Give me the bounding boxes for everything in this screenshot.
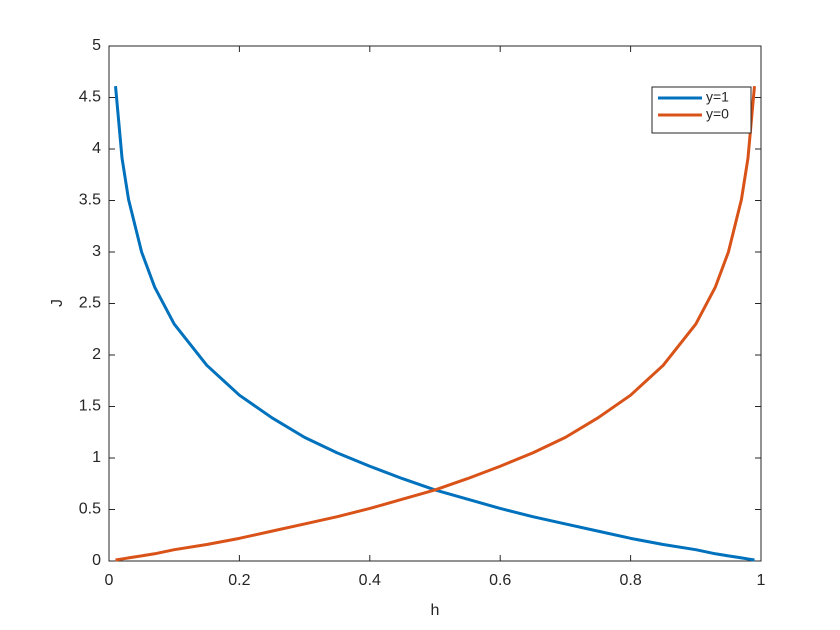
legend-label: y=1 bbox=[706, 89, 729, 105]
y-tick-label: 0 bbox=[92, 552, 101, 569]
y-tick-label: 0.5 bbox=[79, 501, 101, 518]
legend-box bbox=[651, 86, 752, 134]
x-tick-label: 0.8 bbox=[619, 572, 641, 589]
y-tick-label: 4.5 bbox=[79, 89, 101, 106]
y-tick-label: 4 bbox=[92, 140, 101, 157]
x-tick-label: 0.6 bbox=[489, 572, 511, 589]
y-axis-label: J bbox=[49, 299, 66, 307]
x-tick-label: 0.4 bbox=[359, 572, 381, 589]
y-tick-label: 1 bbox=[92, 449, 101, 466]
y-tick-label: 3.5 bbox=[79, 192, 101, 209]
y-tick-label: 5 bbox=[92, 37, 101, 54]
y-tick-label: 3 bbox=[92, 243, 101, 260]
x-axis-label: h bbox=[431, 602, 440, 619]
x-tick-label: 1 bbox=[757, 572, 766, 589]
x-tick-label: 0 bbox=[105, 572, 114, 589]
y-tick-label: 2 bbox=[92, 346, 101, 363]
y-tick-label: 2.5 bbox=[79, 295, 101, 312]
y-tick-label: 1.5 bbox=[79, 398, 101, 415]
legend-label: y=0 bbox=[706, 106, 729, 122]
x-tick-label: 0.2 bbox=[228, 572, 250, 589]
line-series bbox=[115, 86, 756, 562]
